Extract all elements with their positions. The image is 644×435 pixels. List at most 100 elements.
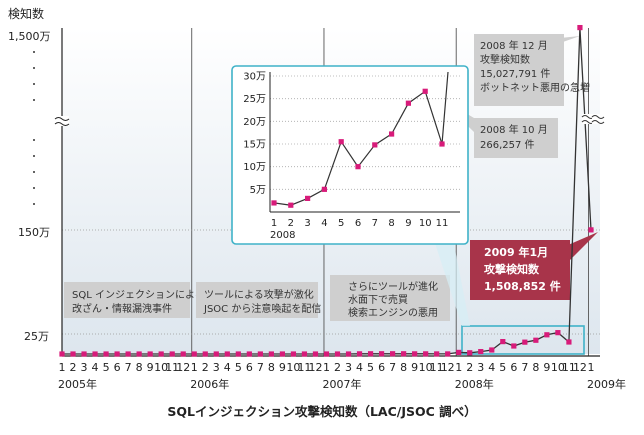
inset-chart: 30万 25万 20万 15万 10万 5万 1 2 3 4 5 6 7 8 9 10 11 2008 (231, 65, 469, 245)
inset-data-point (439, 141, 445, 147)
data-point (456, 349, 462, 355)
data-point (103, 351, 109, 357)
x-tick-label: 9 (279, 361, 286, 374)
inset-data-point (288, 202, 294, 208)
inset-y-tick-label: 20万 (243, 117, 266, 128)
data-point (566, 339, 572, 345)
inset-y-tick-label: 30万 (243, 72, 266, 83)
data-point (246, 351, 252, 357)
x-tick-label: 7 (257, 361, 264, 374)
x-tick-label: 10 (551, 361, 565, 374)
data-point (180, 351, 186, 357)
x-year-label: 2005年 (58, 377, 97, 391)
inset-highlight (432, 234, 585, 355)
data-point (59, 351, 65, 357)
x-tick-label: 12 (308, 361, 322, 374)
inset-x-tick-label: 6 (355, 218, 361, 229)
inset-year-label: 2008 (270, 230, 295, 241)
x-tick-label: 5 (235, 361, 242, 374)
x-tick-label: 2 (466, 361, 473, 374)
x-tick-label: 3 (81, 361, 88, 374)
data-point (81, 351, 87, 357)
data-point (301, 351, 308, 357)
inset-y-tick-label: 25万 (243, 94, 266, 105)
inset-data-point (305, 195, 311, 201)
data-point (511, 343, 517, 349)
event-box-2007: さらにツールが進化 水面下で売買 検索エンジンの悪用 (330, 275, 450, 321)
x-tick-label: 1 (587, 361, 594, 374)
x-tick-label: 11 (430, 361, 444, 374)
x-tick-label: 10 (154, 361, 168, 374)
annotation-line: 2008 年 10 月 (480, 123, 548, 136)
x-tick-label: 10 (419, 361, 433, 374)
data-point (555, 330, 561, 336)
data-point (224, 351, 230, 357)
x-tick-label: 1 (455, 361, 462, 374)
inset-y-tick-label: 10万 (243, 162, 266, 173)
annotation-line: ボットネット悪用の急増 (480, 81, 590, 94)
y-tick-label: 150万 (18, 226, 50, 239)
annotation-line: 2008 年 12 月 (480, 39, 548, 52)
annotation-line: SQL インジェクションによる (72, 289, 205, 301)
x-tick-label: 6 (378, 361, 385, 374)
data-point (345, 351, 352, 357)
inset-x-tick-label: 4 (321, 218, 327, 229)
data-point (467, 350, 473, 356)
inset-x-tick-label: 11 (436, 218, 449, 229)
inset-data-point (389, 131, 395, 137)
event-box-2006: ツールによる攻撃が激化 JSOC から注意喚起を配信 (196, 282, 321, 318)
x-tick-label: 7 (125, 361, 132, 374)
data-point (544, 332, 550, 338)
x-tick-label: 8 (532, 361, 539, 374)
x-tick-label: 6 (114, 361, 121, 374)
data-point (323, 351, 330, 357)
x-tick-label: 3 (477, 361, 484, 374)
data-point (169, 351, 175, 357)
data-point (147, 351, 153, 357)
data-point (191, 351, 197, 357)
x-tick-label: 6 (510, 361, 517, 374)
x-tick-label: 2 (334, 361, 341, 374)
data-point (588, 227, 594, 233)
data-point (125, 351, 131, 357)
inset-y-tick-label: 15万 (243, 140, 266, 151)
x-tick-label: 4 (224, 361, 231, 374)
x-tick-label: 4 (356, 361, 363, 374)
annotation-line: 改ざん・情報漏洩事件 (72, 302, 172, 315)
data-point (279, 351, 285, 357)
y-axis-label: 検知数 (8, 6, 44, 21)
data-point (412, 351, 418, 357)
x-tick-label: 5 (499, 361, 506, 374)
x-tick-label: 9 (543, 361, 550, 374)
x-tick-label: 1 (59, 361, 66, 374)
x-tick-label: 12 (573, 361, 587, 374)
annotation-line: 1,508,852 件 (484, 279, 561, 293)
x-tick-label: 11 (562, 361, 576, 374)
data-point (434, 351, 440, 357)
annotation-line: 266,257 件 (480, 139, 535, 151)
inset-x-tick-label: 1 (271, 218, 277, 229)
callout-jan-2009: 2009 年1月 攻撃検知数 1,508,852 件 (470, 232, 598, 300)
data-point (268, 351, 274, 357)
x-tick-label: 11 (297, 361, 311, 374)
data-point (378, 351, 385, 357)
data-point (390, 351, 396, 357)
x-tick-label: 7 (389, 361, 396, 374)
x-year-label: 2006年 (190, 377, 229, 391)
inset-data-point (271, 200, 277, 206)
x-tick-label: 11 (165, 361, 179, 374)
x-tick-label: 1 (191, 361, 198, 374)
inset-data-point (422, 88, 428, 94)
data-point (202, 351, 208, 357)
x-tick-label: 2 (70, 361, 77, 374)
x-tick-label: 10 (286, 361, 300, 374)
series-break-mark (591, 115, 605, 124)
inset-y-tick-label: 5万 (250, 185, 266, 196)
inset-x-tick-label: 2 (288, 218, 294, 229)
inset-x-tick-label: 8 (388, 218, 394, 229)
data-point (522, 339, 528, 345)
annotation-line: JSOC から注意喚起を配信 (203, 302, 321, 315)
annotation-line: 攻撃検知数 (480, 53, 530, 66)
x-tick-label: 12 (176, 361, 190, 374)
